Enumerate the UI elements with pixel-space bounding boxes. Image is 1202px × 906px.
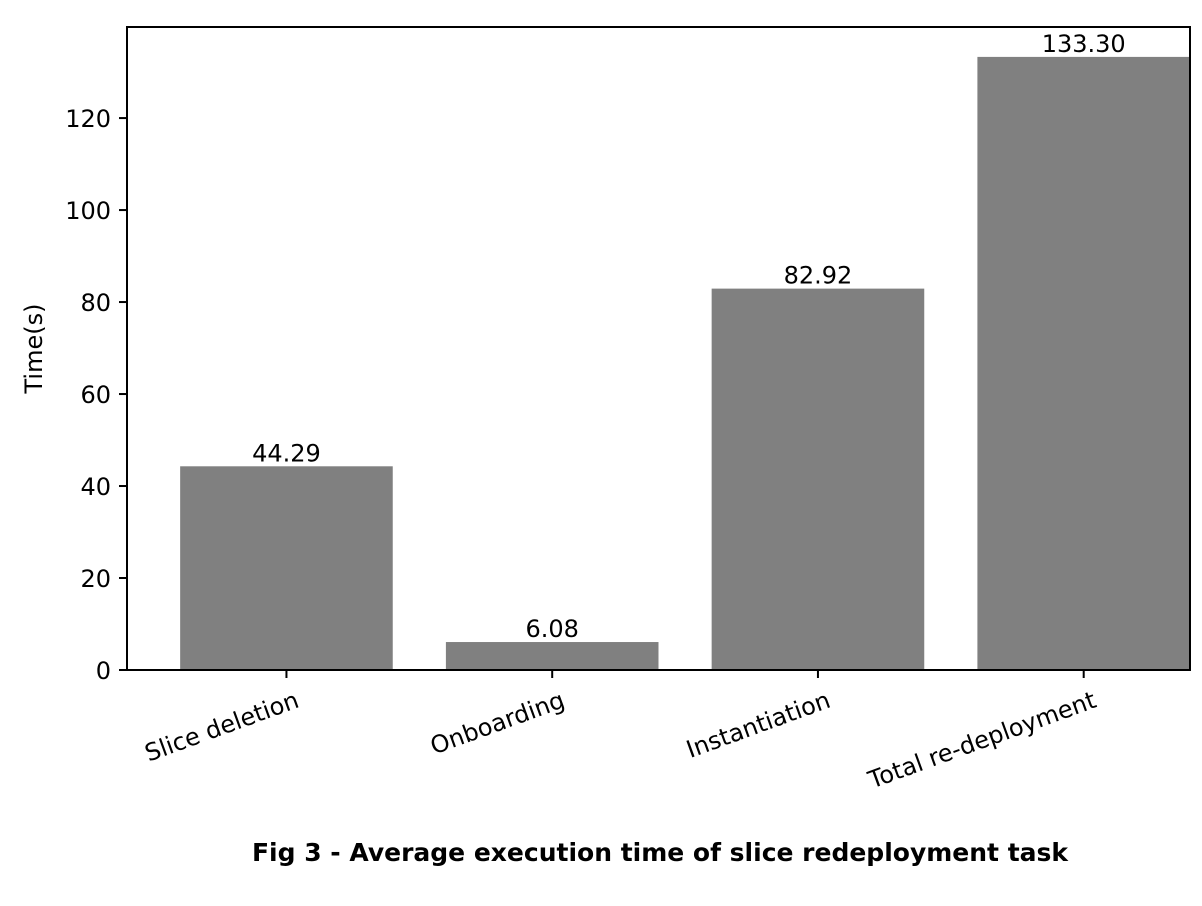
x-tick-label: Onboarding [427, 686, 569, 760]
bar-value-label: 44.29 [252, 439, 321, 467]
y-axis-ticks: 0 20 40 60 80 100 120 [65, 105, 127, 685]
x-axis-ticks: Slice deletion Onboarding Instantiation Tot… [141, 670, 1100, 795]
y-tick-label: 60 [80, 381, 111, 409]
y-tick-label: 0 [96, 657, 111, 685]
bar-value-label: 6.08 [525, 615, 578, 643]
y-tick-label: 20 [80, 565, 111, 593]
bar-2 [711, 288, 925, 670]
x-tick-label: Total re-deployment [864, 686, 1100, 795]
x-tick-label: Instantiation [683, 686, 834, 764]
plot-frame [126, 26, 1191, 671]
y-tick-label: 40 [80, 473, 111, 501]
y-axis-label: Time(s) [20, 304, 48, 395]
x-tick-label: Slice deletion [141, 686, 302, 768]
figure-caption: Fig 3 - Average execution time of slice … [251, 838, 1069, 867]
bar-value-label: 82.92 [784, 262, 853, 290]
y-tick-label: 100 [65, 197, 111, 225]
y-tick-label: 80 [80, 289, 111, 317]
bar-3 [977, 56, 1190, 670]
bar-1 [445, 642, 659, 670]
bar-0 [180, 466, 393, 670]
bar-chart: 44.29 6.08 82.92 133.30 0 20 40 60 80 100 120 Sli… [20, 26, 1191, 795]
y-tick-label: 120 [65, 105, 111, 133]
bars-group [180, 56, 1190, 670]
bar-value-label: 133.30 [1042, 30, 1126, 58]
data-labels-group: 44.29 6.08 82.92 133.30 [252, 30, 1126, 643]
